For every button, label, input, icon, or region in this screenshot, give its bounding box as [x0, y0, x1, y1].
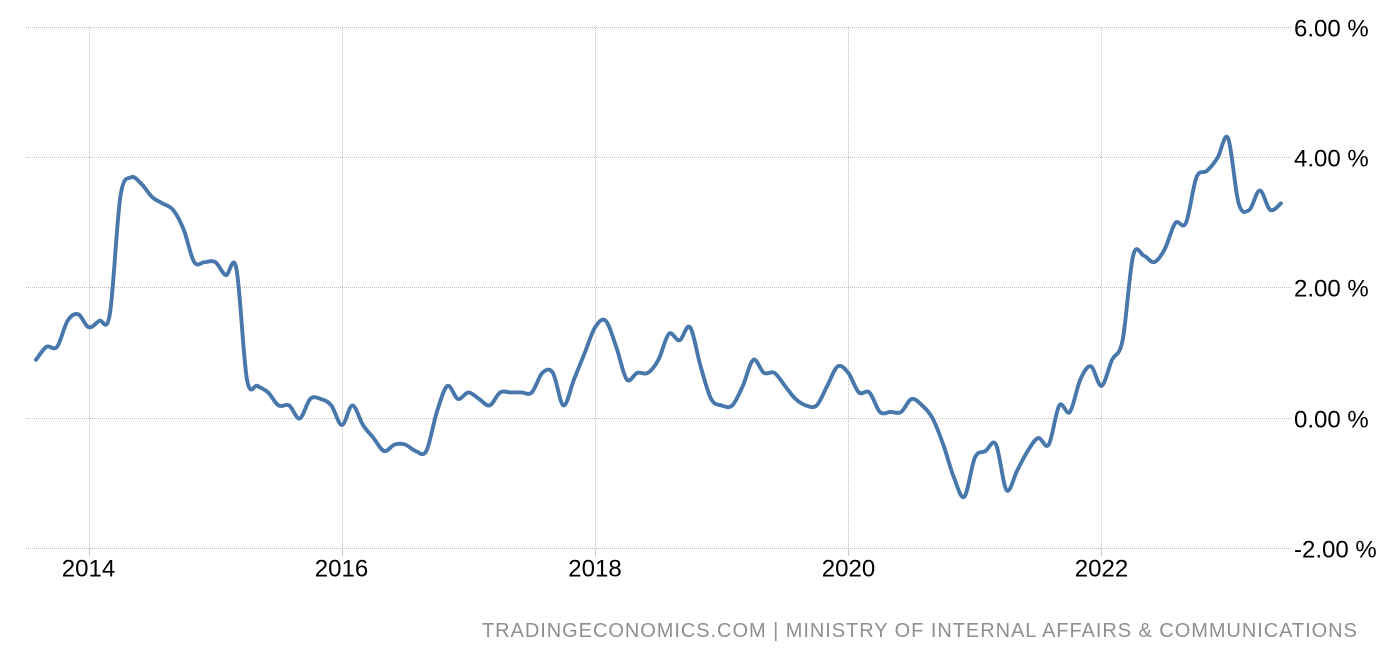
- svg-text:4.00 %: 4.00 %: [1294, 146, 1369, 173]
- svg-text:2016: 2016: [315, 556, 368, 583]
- svg-text:0.00 %: 0.00 %: [1294, 407, 1369, 434]
- svg-text:2022: 2022: [1075, 556, 1128, 583]
- svg-text:-2.00 %: -2.00 %: [1294, 537, 1377, 564]
- svg-text:2.00 %: 2.00 %: [1294, 276, 1369, 303]
- svg-text:6.00 %: 6.00 %: [1294, 16, 1369, 43]
- svg-text:TRADINGECONOMICS.COM | MINISTR: TRADINGECONOMICS.COM | MINISTRY OF INTER…: [482, 620, 1358, 642]
- svg-text:2020: 2020: [822, 556, 875, 583]
- svg-text:2018: 2018: [568, 556, 621, 583]
- svg-text:2014: 2014: [62, 556, 115, 583]
